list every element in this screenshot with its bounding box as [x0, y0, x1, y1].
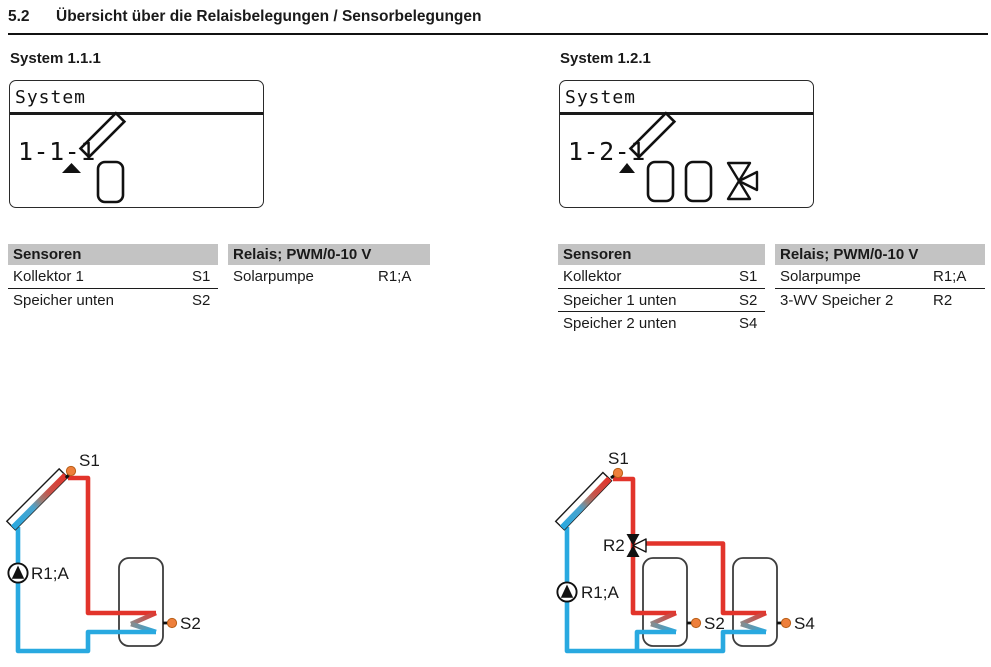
sensor-name: Kollektor — [563, 268, 622, 285]
store-tank — [118, 557, 164, 647]
table-header: Relais; PWM/0-10 V — [775, 244, 985, 265]
section-header: 5.2 Übersicht über die Relaisbelegungen /… — [8, 8, 988, 35]
sensor-dot-s1 — [65, 465, 77, 477]
valve-icon — [726, 161, 759, 201]
sensor-id: S2 — [739, 291, 758, 309]
return-pipe-cold — [634, 629, 676, 653]
cursor-triangle-icon — [619, 163, 635, 173]
store-sensor-label: S2 — [180, 614, 201, 633]
table-header: Sensoren — [8, 244, 218, 265]
system-2-heading: System 1.2.1 — [560, 50, 651, 67]
sensor-dot-s1 — [612, 467, 624, 479]
store-icon — [684, 160, 713, 203]
collector-icon — [78, 111, 127, 159]
hydraulic-schematic-system-2: S1 R2 R1;A S2 S4 — [554, 449, 815, 654]
system-1-heading: System 1.1.1 — [10, 50, 101, 67]
table-row: Solarpumpe R1;A — [228, 265, 430, 289]
table-row: Speicher unten S2 — [8, 289, 218, 313]
lcd-display-system-1: System 1-1-1 — [9, 80, 264, 208]
store1-sensor-label: S2 — [704, 614, 725, 633]
table-row: Speicher 1 unten S2 — [558, 289, 765, 312]
pump-triangle-icon — [560, 584, 574, 598]
relay-id: R1;A — [378, 268, 412, 285]
table-row: Speicher 2 unten S4 — [558, 312, 765, 336]
lcd-menu-title: System — [565, 87, 637, 108]
sensor-table-system-1: Sensoren Kollektor 1 S1 Speicher unten S… — [8, 244, 218, 312]
relay-name: Solarpumpe — [233, 268, 314, 285]
sensor-table-system-2: Sensoren Kollektor S1 Speicher 1 unten S… — [558, 244, 765, 336]
sensor-dot-s2 — [166, 617, 178, 629]
lcd-separator — [10, 112, 263, 115]
sensor-name: Kollektor 1 — [13, 268, 84, 285]
pump-label: R1;A — [581, 583, 619, 602]
lcd-icons — [619, 111, 759, 203]
collector-sensor-label: S1 — [608, 449, 629, 468]
sensor-name: Speicher unten — [13, 291, 114, 309]
lcd-separator — [560, 112, 813, 115]
lcd-menu-title: System — [15, 87, 87, 108]
sensor-id: S4 — [739, 315, 758, 332]
table-row: Solarpumpe R1;A — [775, 265, 985, 289]
table-row: Kollektor 1 S1 — [8, 265, 218, 289]
collector-panel — [554, 471, 613, 531]
relay-id: R1;A — [933, 268, 967, 285]
pump-label: R1;A — [31, 564, 69, 583]
relay-id: R2 — [933, 291, 953, 309]
section-title: Übersicht über die Relaisbelegungen / Se… — [56, 8, 482, 25]
heat-exchanger — [650, 610, 677, 627]
flow-pipe-hot — [68, 475, 156, 616]
pump-triangle-icon — [11, 565, 25, 579]
table-header: Sensoren — [558, 244, 765, 265]
lcd-display-system-2: System 1-2-1 — [559, 80, 814, 208]
lcd-icons — [62, 111, 127, 204]
hydraulic-schematic-system-1: S1 R1;A S2 — [5, 451, 201, 654]
sensor-name: Speicher 1 unten — [563, 291, 677, 309]
valve-label: R2 — [603, 536, 625, 555]
store2-sensor-label: S4 — [794, 614, 815, 633]
relay-name: Solarpumpe — [780, 268, 861, 285]
sensor-dot-s4 — [780, 617, 792, 629]
return-pipe-cold — [15, 527, 156, 654]
table-row: 3-WV Speicher 2 R2 — [775, 289, 985, 313]
heat-exchanger — [740, 610, 767, 627]
heat-exchanger — [130, 610, 157, 627]
flow-pipe-hot-branch — [644, 541, 766, 616]
collector-icon — [628, 111, 677, 159]
table-row: Kollektor S1 — [558, 265, 765, 289]
table-header: Relais; PWM/0-10 V — [228, 244, 430, 265]
sensor-id: S2 — [192, 291, 211, 309]
store-icon — [96, 160, 125, 204]
sensor-id: S1 — [739, 268, 758, 285]
store-icon — [646, 160, 675, 203]
collector-panel — [5, 467, 69, 531]
collector-sensor-label: S1 — [79, 451, 100, 470]
relay-table-system-2: Relais; PWM/0-10 V Solarpumpe R1;A 3-WV … — [775, 244, 985, 312]
cursor-triangle-icon — [62, 163, 81, 173]
relay-table-system-1: Relais; PWM/0-10 V Solarpumpe R1;A — [228, 244, 430, 289]
section-number: 5.2 — [8, 8, 30, 25]
return-pipe-cold — [564, 527, 766, 654]
sensor-name: Speicher 2 unten — [563, 315, 677, 332]
sensor-dot-s2 — [690, 617, 702, 629]
relay-name: 3-WV Speicher 2 — [780, 291, 894, 309]
three-way-valve-icon — [626, 534, 647, 557]
sensor-id: S1 — [192, 268, 211, 285]
